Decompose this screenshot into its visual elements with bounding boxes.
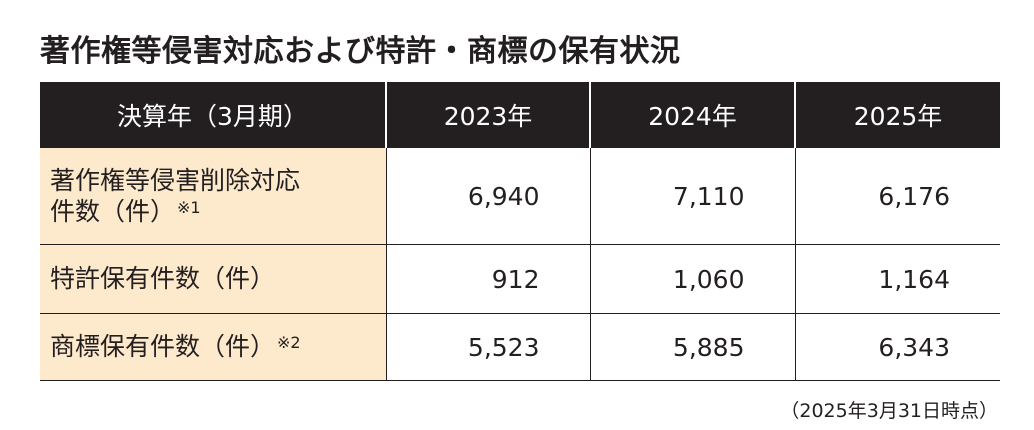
header-year-2025: 2025年	[795, 82, 1000, 148]
table-row-trademarks: 商標保有件数（件）※2 5,523 5,885 6,343	[40, 314, 1000, 381]
cell-value-2024: 1,060	[590, 245, 795, 314]
page-title: 著作権等侵害対応および特許・商標の保有状況	[40, 26, 681, 70]
cell-value-2023: 912	[386, 245, 590, 314]
cell-value-2024: 7,110	[590, 148, 795, 245]
as-of-date-note: （2025年3月31日時点）	[780, 396, 998, 423]
header-year-2023: 2023年	[386, 82, 590, 148]
cell-value-2023: 6,940	[386, 148, 590, 245]
ip-holdings-table: 決算年（3月期） 2023年 2024年 2025年 著作権等侵害削除対応 件数…	[40, 82, 1000, 381]
row-label: 特許保有件数（件）	[40, 245, 386, 314]
cell-value-2025: 1,164	[795, 245, 1000, 314]
cell-value-2023: 5,523	[386, 314, 590, 381]
row-label-line1: 特許保有件数（件）	[50, 264, 275, 293]
row-label-line2: 件数（件）	[50, 197, 175, 226]
table-row-copyright-takedowns: 著作権等侵害削除対応 件数（件）※1 6,940 7,110 6,176	[40, 148, 1000, 245]
header-fiscal-year: 決算年（3月期）	[40, 82, 386, 148]
row-label: 商標保有件数（件）※2	[40, 314, 386, 381]
cell-value-2024: 5,885	[590, 314, 795, 381]
row-label-line1: 商標保有件数（件）	[50, 332, 275, 361]
table-row-patents: 特許保有件数（件） 912 1,060 1,164	[40, 245, 1000, 314]
row-label: 著作権等侵害削除対応 件数（件）※1	[40, 148, 386, 245]
footnote-marker: ※1	[177, 198, 201, 217]
footnote-marker: ※2	[277, 333, 301, 352]
row-label-line1: 著作権等侵害削除対応	[50, 165, 386, 196]
table-header-row: 決算年（3月期） 2023年 2024年 2025年	[40, 82, 1000, 148]
cell-value-2025: 6,343	[795, 314, 1000, 381]
cell-value-2025: 6,176	[795, 148, 1000, 245]
header-year-2024: 2024年	[590, 82, 795, 148]
row-label-line2-wrap: 件数（件）※1	[50, 196, 386, 227]
